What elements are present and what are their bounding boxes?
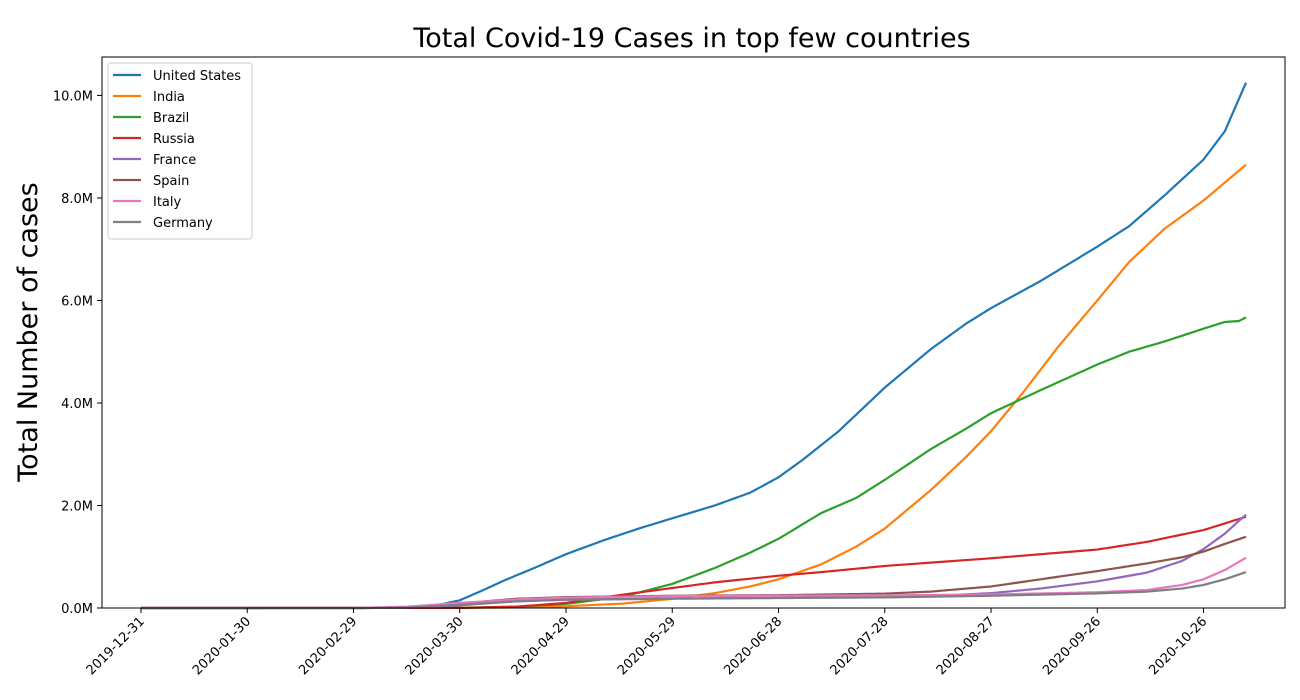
y-tick-label: 8.0M: [61, 192, 93, 207]
legend-label: Germany: [153, 216, 213, 231]
y-axis-label: Total Number of cases: [13, 182, 44, 482]
x-axis: 2019-12-31 2020-01-30 2020-02-29 2020-03-30…: [84, 608, 1210, 678]
y-tick-label: 2.0M: [61, 499, 93, 514]
y-tick-label: 4.0M: [61, 397, 93, 412]
y-tick-label: 0.0M: [61, 602, 93, 617]
legend-label: Russia: [153, 132, 195, 147]
series-line-1: [140, 163, 1247, 610]
y-axis: 0.0M 2.0M 4.0M 6.0M 8.0M 10.0M: [53, 89, 102, 617]
x-tick-label: 2020-01-30: [190, 614, 254, 678]
x-tick-label: 2020-06-28: [721, 614, 785, 678]
legend-label: India: [153, 90, 185, 105]
x-tick-label: 2020-02-29: [296, 614, 360, 678]
legend-label: Italy: [153, 195, 182, 210]
x-tick-label: 2020-04-29: [509, 614, 573, 678]
legend-label: Brazil: [153, 111, 189, 126]
y-tick-label: 6.0M: [61, 294, 93, 309]
x-tick-label: 2019-12-31: [84, 614, 148, 678]
legend: United States India Brazil Russia France Spai…: [107, 62, 253, 240]
legend-label: United States: [153, 69, 241, 84]
legend-label: France: [153, 153, 196, 168]
series-line-2: [140, 316, 1247, 610]
series-line-0: [140, 82, 1248, 610]
x-tick-label: 2020-07-28: [828, 614, 892, 678]
chart-title: Total Covid-19 Cases in top few countrie…: [412, 23, 970, 54]
x-tick-label: 2020-03-30: [403, 614, 467, 678]
legend-box: [107, 62, 253, 240]
x-tick-label: 2020-05-29: [615, 614, 679, 678]
x-tick-label: 2020-09-26: [1040, 614, 1104, 678]
plot-area-frame: [101, 56, 1286, 609]
series-line-7: [140, 571, 1247, 610]
series-layer: [140, 82, 1248, 610]
legend-label: Spain: [153, 174, 189, 189]
y-tick-label: 10.0M: [53, 89, 93, 104]
x-tick-label: 2020-10-26: [1146, 614, 1210, 678]
x-tick-label: 2020-08-27: [934, 614, 998, 678]
